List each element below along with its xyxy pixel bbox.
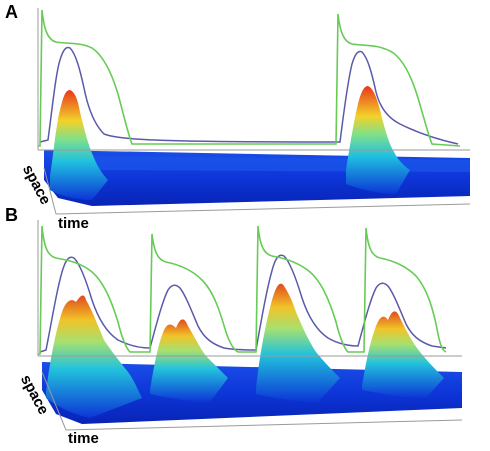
panel-a <box>37 8 471 215</box>
panel-a-surface-peak-1 <box>50 90 108 200</box>
panel-b-time-label: time <box>68 430 99 447</box>
panel-b-surface-peak-2 <box>150 319 228 402</box>
panel-b-surface-peak-1 <box>46 295 142 418</box>
panel-a-space-axis <box>43 167 57 215</box>
panel-a-time-label: time <box>58 215 89 232</box>
panel-b-space-axis <box>41 371 67 431</box>
panel-a-blue-trace <box>39 46 459 145</box>
panel-b-surface-peak-4 <box>362 311 444 398</box>
panel-a-surface-peak-2 <box>346 86 410 194</box>
panel-b-surface-slab <box>42 362 462 424</box>
panel-b-surface-peak-3 <box>256 283 340 402</box>
panel-a-time-axis <box>55 203 471 215</box>
panel-b-green-trace <box>38 225 447 355</box>
panel-b-time-axis <box>65 419 463 431</box>
panel-a-label: A <box>5 2 18 22</box>
panel-b <box>37 220 463 431</box>
panel-a-green-trace <box>38 9 461 147</box>
panel-b-blue-trace <box>39 254 447 353</box>
panel-b-label: B <box>5 205 18 225</box>
